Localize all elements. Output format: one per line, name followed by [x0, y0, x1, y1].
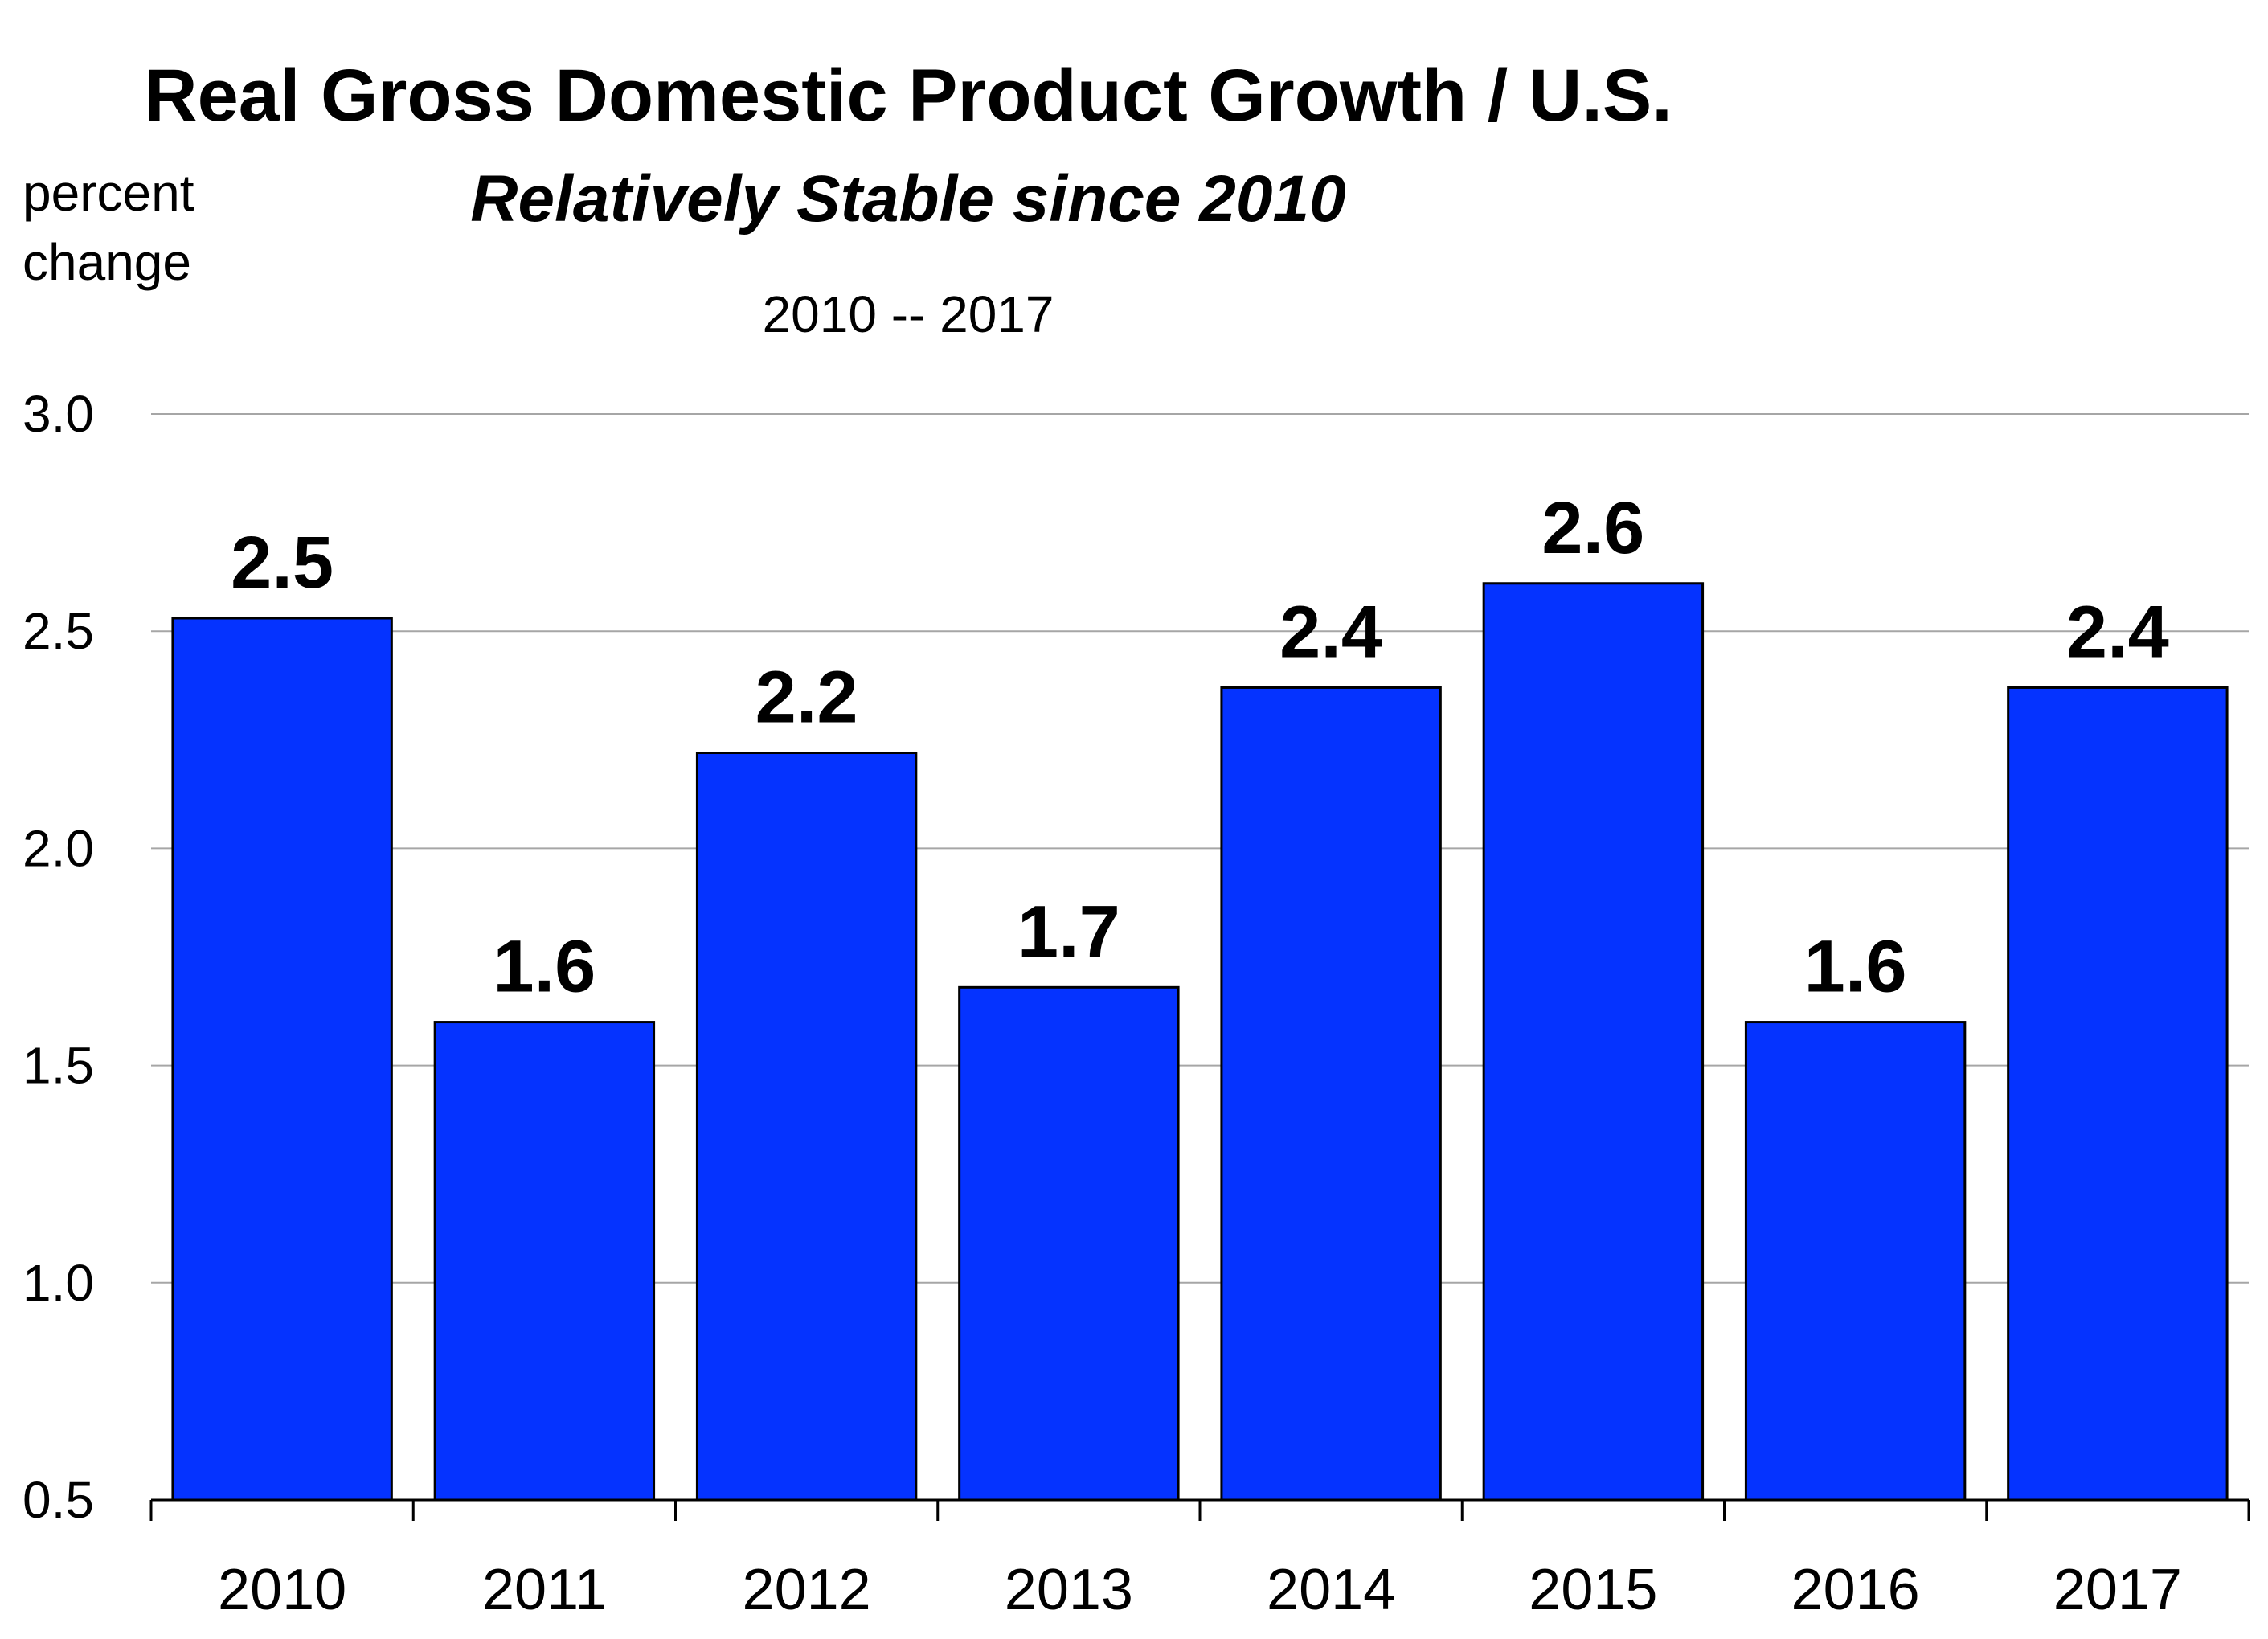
x-tick-labels: 2010 2011 2012 2013 2014 2015 2016 2017 — [218, 1558, 2182, 1622]
data-label-2015: 2.6 — [1541, 487, 1644, 569]
bar-2016 — [1744, 1021, 1967, 1502]
y-axis-label-line-2: change — [23, 233, 191, 291]
bar-2017 — [2007, 686, 2229, 1502]
x-tick-label-2017: 2017 — [2053, 1558, 2182, 1622]
data-label-2010: 2.5 — [231, 522, 334, 604]
bar-2012 — [695, 752, 918, 1502]
date-range-note: 2010 -- 2017 — [763, 285, 1054, 343]
y-tick-label-3.0: 3.0 — [23, 385, 94, 443]
chart-subtitle: Relatively Stable since 2010 — [470, 162, 1345, 236]
y-tick-label-2.0: 2.0 — [23, 819, 94, 877]
data-labels: 2.5 1.6 2.2 1.7 2.4 2.6 1.6 2.4 — [231, 487, 2169, 1008]
bar-2015 — [1482, 582, 1705, 1502]
data-label-2017: 2.4 — [2066, 591, 2169, 673]
data-label-2012: 2.2 — [755, 657, 858, 739]
x-tick-label-2013: 2013 — [1005, 1558, 1133, 1622]
x-tick-label-2011: 2011 — [482, 1558, 607, 1622]
x-tick-label-2014: 2014 — [1267, 1558, 1395, 1622]
bar-2011 — [433, 1021, 656, 1502]
bar-2010 — [171, 617, 393, 1502]
y-axis-label-line-1: percent — [23, 164, 194, 222]
y-tick-label-1.0: 1.0 — [23, 1254, 94, 1312]
bar-2013 — [958, 985, 1180, 1502]
data-label-2013: 1.7 — [1017, 891, 1120, 973]
x-tick-label-2010: 2010 — [218, 1558, 346, 1622]
bar-2014 — [1220, 686, 1442, 1502]
data-label-2011: 1.6 — [493, 926, 596, 1008]
x-axis — [149, 1498, 2250, 1521]
chart-title: Real Gross Domestic Product Growth / U.S… — [144, 55, 1672, 137]
x-tick-label-2012: 2012 — [743, 1558, 871, 1622]
y-tick-label-1.5: 1.5 — [23, 1037, 94, 1095]
data-label-2014: 2.4 — [1279, 591, 1382, 673]
data-label-2016: 1.6 — [1804, 926, 1907, 1008]
y-tick-label-0.5: 0.5 — [23, 1471, 94, 1529]
x-tick-label-2015: 2015 — [1529, 1558, 1657, 1622]
x-tick-label-2016: 2016 — [1791, 1558, 1920, 1622]
y-tick-labels: 0.5 1.0 1.5 2.0 2.5 3.0 — [23, 385, 94, 1529]
bars — [171, 582, 2229, 1502]
y-tick-label-2.5: 2.5 — [23, 602, 94, 660]
